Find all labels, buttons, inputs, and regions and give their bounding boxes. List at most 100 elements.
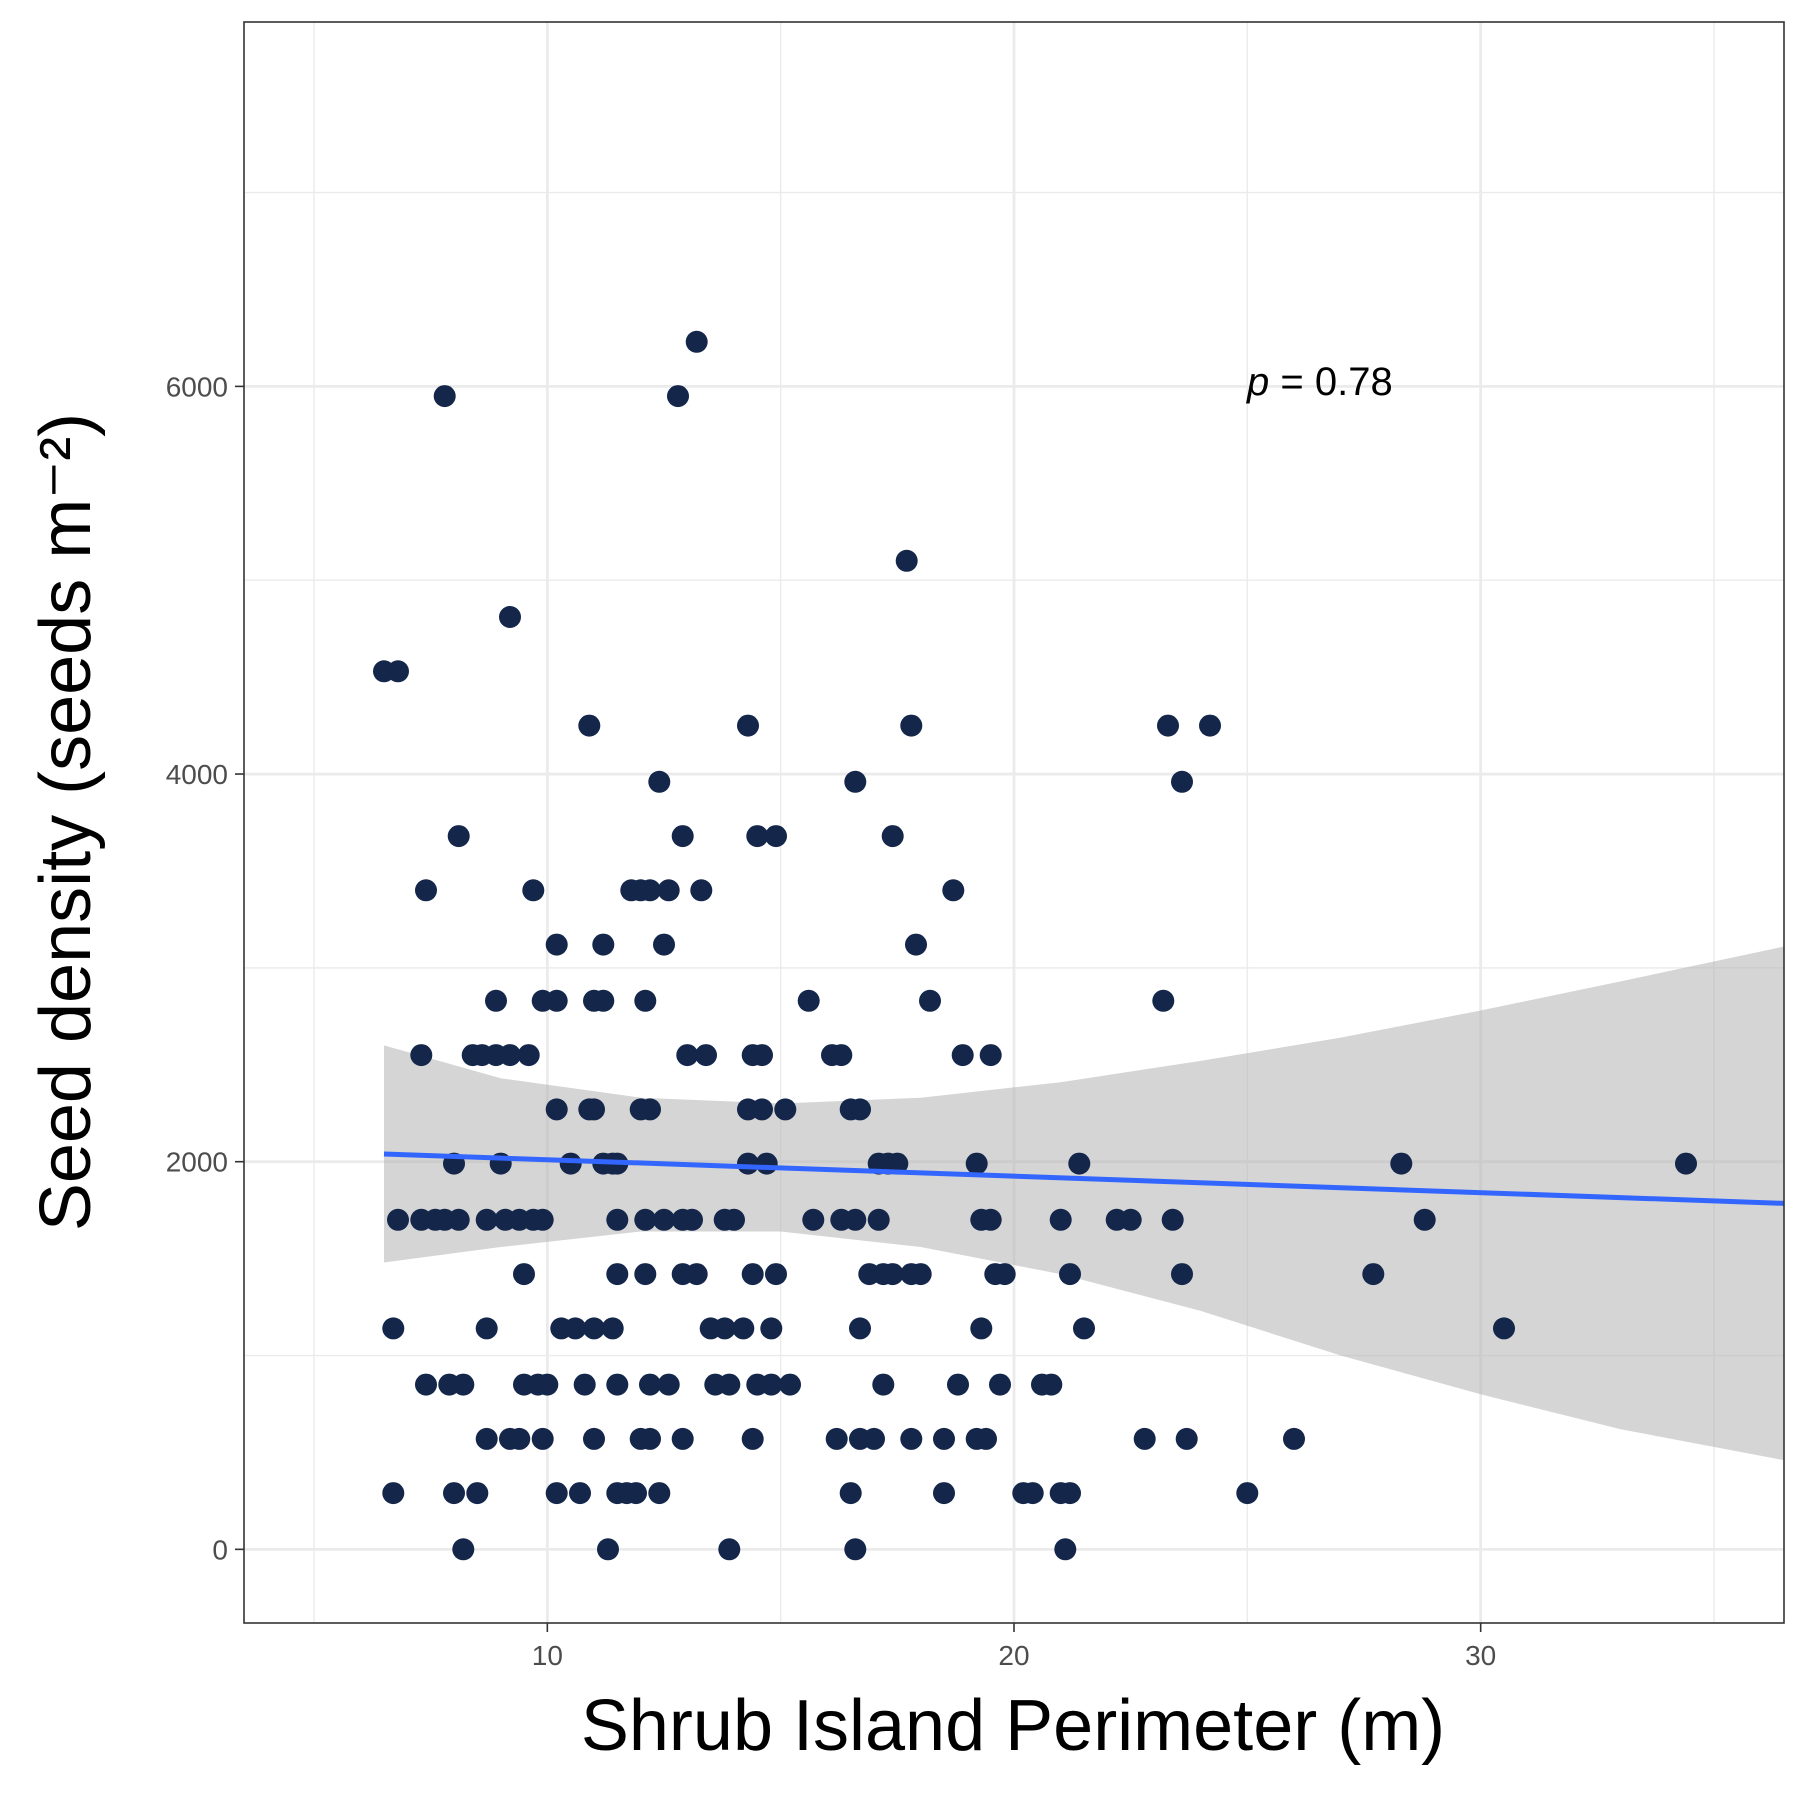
data-point bbox=[475, 1427, 498, 1450]
data-point bbox=[1152, 989, 1175, 1012]
data-point bbox=[909, 1263, 932, 1286]
data-point bbox=[802, 1208, 825, 1231]
data-point bbox=[648, 770, 671, 793]
data-point bbox=[965, 1152, 988, 1175]
data-point bbox=[415, 1373, 437, 1396]
data-point bbox=[774, 1098, 797, 1121]
data-point bbox=[849, 1098, 871, 1121]
data-point bbox=[746, 825, 769, 848]
data-point bbox=[947, 1373, 969, 1396]
data-point bbox=[671, 825, 694, 848]
data-point bbox=[639, 879, 661, 902]
data-point bbox=[606, 1373, 629, 1396]
data-point bbox=[718, 1538, 741, 1561]
data-point bbox=[849, 1317, 871, 1340]
data-point bbox=[765, 825, 787, 848]
data-point bbox=[1157, 714, 1179, 737]
data-point bbox=[1054, 1538, 1077, 1561]
y-tick-label: 2000 bbox=[166, 1147, 228, 1178]
data-point bbox=[755, 1152, 778, 1175]
data-point bbox=[1175, 1427, 1198, 1450]
data-point bbox=[657, 879, 680, 902]
data-point bbox=[979, 1208, 1002, 1231]
data-point bbox=[765, 1263, 787, 1286]
data-point bbox=[751, 1098, 773, 1121]
x-axis-ticks: 10 20 30 bbox=[532, 1623, 1496, 1671]
data-point bbox=[522, 879, 545, 902]
data-point bbox=[387, 1208, 409, 1231]
data-point bbox=[1021, 1482, 1044, 1505]
x-tick-label: 20 bbox=[998, 1640, 1029, 1671]
data-point bbox=[979, 1044, 1002, 1067]
data-point bbox=[1171, 770, 1193, 793]
data-point bbox=[951, 1044, 974, 1067]
data-point bbox=[779, 1373, 801, 1396]
data-point bbox=[601, 1317, 624, 1340]
data-point bbox=[723, 1208, 745, 1231]
data-point bbox=[1390, 1152, 1413, 1175]
data-point bbox=[508, 1427, 531, 1450]
data-point bbox=[1236, 1482, 1259, 1505]
regression-line bbox=[383, 1151, 1785, 1206]
data-point bbox=[844, 1538, 867, 1561]
data-point bbox=[499, 606, 521, 628]
y-tick-label: 6000 bbox=[166, 371, 228, 402]
data-point bbox=[597, 1538, 619, 1561]
data-point bbox=[886, 1152, 909, 1175]
y-axis-title: Seed density (seeds m⁻²) bbox=[26, 413, 106, 1231]
data-point bbox=[900, 714, 923, 737]
confidence-band bbox=[384, 946, 1784, 1461]
data-point bbox=[382, 1482, 405, 1505]
y-axis-ticks: 0 2000 4000 6000 bbox=[166, 371, 244, 1565]
data-point bbox=[900, 1427, 923, 1450]
data-point bbox=[872, 1373, 895, 1396]
data-point bbox=[737, 714, 759, 737]
data-point bbox=[653, 1208, 675, 1231]
data-point bbox=[592, 989, 615, 1012]
data-point bbox=[583, 1427, 605, 1450]
data-point bbox=[452, 1373, 475, 1396]
data-point bbox=[825, 1427, 848, 1450]
data-point bbox=[760, 1373, 783, 1396]
data-point bbox=[1059, 1482, 1081, 1505]
data-point bbox=[531, 1208, 554, 1231]
data-point bbox=[578, 714, 601, 737]
data-point bbox=[447, 825, 470, 848]
data-point bbox=[695, 1044, 717, 1067]
data-point bbox=[681, 1208, 703, 1231]
data-point bbox=[545, 1098, 568, 1121]
data-point bbox=[499, 1044, 521, 1067]
y-tick-label: 0 bbox=[212, 1534, 228, 1565]
data-point bbox=[867, 1208, 890, 1231]
data-point bbox=[1413, 1208, 1436, 1231]
data-point bbox=[975, 1427, 997, 1450]
data-point bbox=[895, 549, 918, 572]
data-point bbox=[1133, 1427, 1156, 1450]
data-point bbox=[1073, 1317, 1095, 1340]
data-point bbox=[993, 1263, 1016, 1286]
data-point bbox=[625, 1482, 647, 1505]
x-tick-label: 10 bbox=[532, 1640, 563, 1671]
data-point bbox=[569, 1482, 591, 1505]
data-point bbox=[485, 989, 507, 1012]
data-point bbox=[410, 1044, 433, 1067]
confidence-band-layer bbox=[384, 946, 1784, 1461]
data-point bbox=[933, 1427, 955, 1450]
data-point bbox=[606, 1263, 629, 1286]
data-point bbox=[732, 1317, 755, 1340]
data-point bbox=[536, 1373, 559, 1396]
x-axis-title: Shrub Island Perimeter (m) bbox=[581, 1686, 1445, 1766]
data-point bbox=[760, 1317, 783, 1340]
data-point bbox=[475, 1208, 498, 1231]
data-point bbox=[382, 1317, 405, 1340]
regression-line-layer bbox=[383, 1151, 1785, 1206]
data-point bbox=[639, 1098, 661, 1121]
data-point bbox=[751, 1044, 773, 1067]
data-point bbox=[1161, 1208, 1184, 1231]
data-point bbox=[564, 1317, 587, 1340]
data-point bbox=[639, 1427, 661, 1450]
data-point bbox=[685, 1263, 708, 1286]
data-point bbox=[559, 1152, 582, 1175]
data-point bbox=[433, 385, 456, 408]
